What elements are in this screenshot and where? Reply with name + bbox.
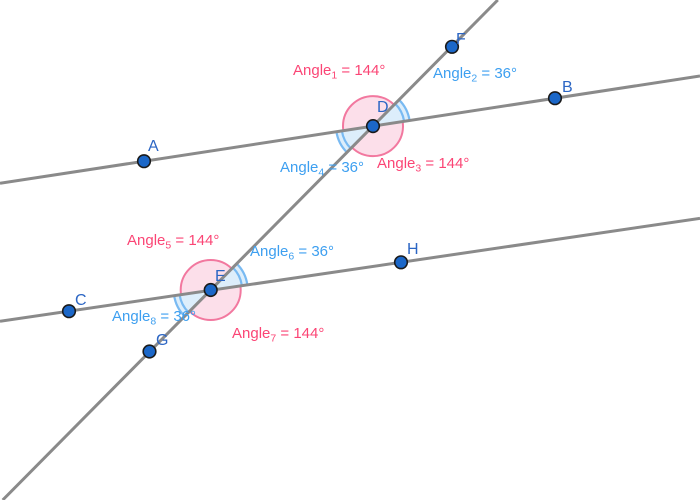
angle-3-label: Angle3 = 144° <box>377 155 469 175</box>
angle-2-label: Angle2 = 36° <box>433 65 517 85</box>
point-H[interactable] <box>393 255 409 270</box>
point-label-F: F <box>456 31 466 48</box>
point-G[interactable] <box>142 344 157 359</box>
angle-8-label: Angle8 = 36° <box>112 308 196 328</box>
point-B[interactable] <box>547 91 563 106</box>
angle-wedge-36-D-right[interactable] <box>373 99 410 127</box>
point-label-B: B <box>562 79 573 96</box>
point-C[interactable] <box>61 304 77 319</box>
angle-7-label: Angle7 = 144° <box>232 325 324 345</box>
angle-wedge-36-E-right[interactable] <box>210 263 248 290</box>
point-label-A: A <box>148 138 159 155</box>
line-AB[interactable] <box>0 74 700 185</box>
point-label-G: G <box>156 332 168 349</box>
point-label-C: C <box>75 292 87 309</box>
point-label-D: D <box>377 99 389 116</box>
angle-4-label: Angle4 = 36° <box>280 159 364 179</box>
point-label-E: E <box>215 268 226 285</box>
point-A[interactable] <box>136 154 152 169</box>
angle-5-label: Angle5 = 144° <box>127 232 219 252</box>
angle-wedge-36-E-left[interactable] <box>174 290 211 317</box>
angle-wedge-36-D-left[interactable] <box>336 126 373 153</box>
point-label-H: H <box>407 241 419 258</box>
point-F[interactable] <box>444 39 460 54</box>
angle-1-label: Angle1 = 144° <box>293 62 385 82</box>
line-FG-transversal[interactable] <box>1 0 499 500</box>
angle-6-label: Angle6 = 36° <box>250 243 334 263</box>
point-D[interactable] <box>365 118 381 134</box>
point-E[interactable] <box>203 282 218 298</box>
line-CH[interactable] <box>0 216 700 323</box>
